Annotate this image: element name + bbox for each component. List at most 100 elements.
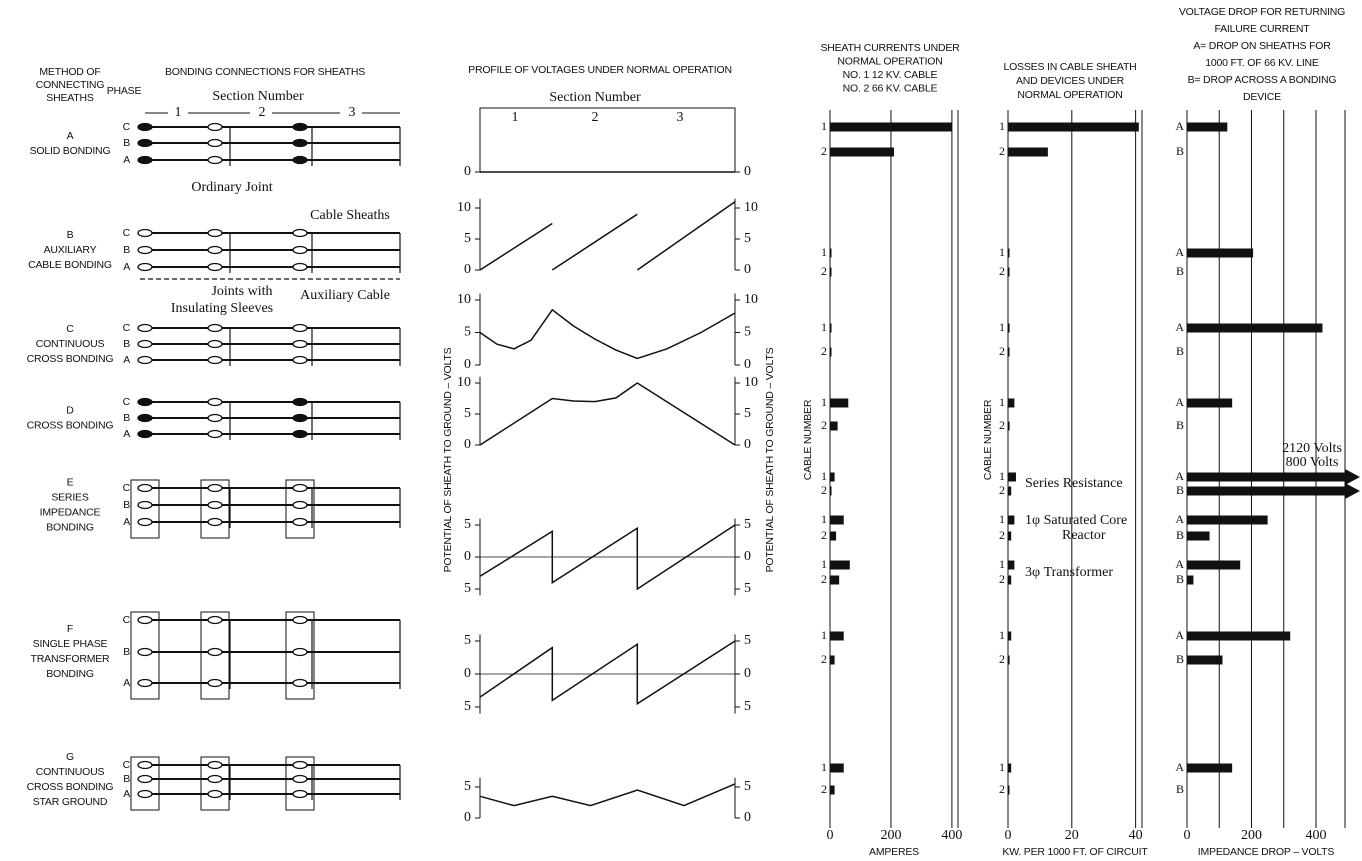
bar (830, 122, 952, 132)
y-tick-label: 10 (744, 375, 758, 390)
bar (1008, 785, 1010, 795)
bar (1008, 398, 1015, 408)
joint (292, 678, 308, 688)
bond-box (130, 479, 160, 539)
y-tick-label: 0 (464, 164, 471, 179)
bar (1008, 248, 1010, 258)
phase-label: C (123, 759, 131, 771)
joint (207, 397, 223, 407)
joint (137, 138, 153, 148)
y-tick-label: B (1176, 264, 1184, 278)
bond-box (285, 756, 315, 811)
joint (207, 245, 223, 255)
y-tick-label: 2 (821, 264, 827, 278)
profile-section: 2 (592, 110, 599, 125)
profile-line (479, 201, 736, 271)
y-tick-label: 0 (464, 666, 471, 681)
y-tick-label: 0 (744, 262, 751, 277)
joint (137, 517, 153, 527)
profile-section: 1 (512, 110, 519, 125)
bar (830, 531, 837, 541)
y-tick-label: 2 (821, 572, 827, 586)
joint (137, 245, 153, 255)
y-tick-label: 2 (821, 344, 827, 358)
section-number: 2 (259, 105, 266, 120)
profile-line (479, 382, 736, 446)
y-tick-label: A (1175, 760, 1184, 774)
bar (1187, 515, 1268, 525)
chart-title: NORMAL OPERATION (1017, 89, 1122, 101)
y-tick-label: 5 (744, 231, 751, 246)
y-tick-label: 1 (999, 469, 1005, 483)
joint (292, 429, 308, 439)
phase-label: A (123, 354, 130, 366)
joint (137, 615, 153, 625)
chart-title: A= DROP ON SHEATHS FOR (1193, 40, 1331, 52)
y-tick-label: 0 (744, 549, 751, 564)
y-tick-label: 2 (821, 144, 827, 158)
y-tick-label: 0 (464, 357, 471, 372)
joint (292, 122, 308, 132)
y-tick-label: 5 (744, 517, 751, 532)
bar (1187, 323, 1323, 333)
method-label: BONDING (46, 521, 94, 533)
value-label: 800 Volts (1286, 455, 1339, 470)
chart-title: B= DROP ACROSS A BONDING (1188, 74, 1337, 86)
method-letter: B (67, 229, 74, 241)
y-tick-label: 2 (821, 483, 827, 497)
y-tick-label: A (1175, 320, 1184, 334)
joint (292, 323, 308, 333)
joint (137, 413, 153, 423)
bar (1187, 248, 1254, 258)
value-label: 2120 Volts (1282, 441, 1342, 456)
phase-label: A (123, 154, 130, 166)
y-tick-label: 5 (744, 779, 751, 794)
y-tick-label: 1 (821, 512, 827, 526)
method-header: CONNECTING (36, 79, 105, 91)
phase-label: C (123, 482, 131, 494)
joint (137, 397, 153, 407)
y-tick-label: 1 (821, 119, 827, 133)
bar (1008, 531, 1012, 541)
joint (207, 517, 223, 527)
joint (292, 500, 308, 510)
section-number: 1 (175, 105, 182, 120)
y-tick-label: 0 (744, 164, 751, 179)
y-tick-label: 5 (464, 325, 471, 340)
profile-line (479, 524, 736, 591)
method-header: SHEATHS (46, 92, 94, 104)
joint (207, 615, 223, 625)
bar (1187, 472, 1345, 482)
bar (1008, 486, 1012, 496)
y-tick-label: 10 (744, 200, 758, 215)
y-tick-label: 1 (821, 628, 827, 642)
bar (1008, 560, 1015, 570)
y-tick-label: 0 (744, 357, 751, 372)
y-tick-label: 5 (464, 581, 471, 596)
bar (1008, 763, 1012, 773)
bar (1187, 122, 1228, 132)
device-note: 1φ Saturated Core (1025, 513, 1127, 528)
y-tick-label: B (1176, 344, 1184, 358)
joint (292, 155, 308, 165)
diagram-note: Insulating Sleeves (171, 301, 273, 316)
joint (207, 413, 223, 423)
joint (292, 647, 308, 657)
y-tick-label: 2 (821, 418, 827, 432)
joint (292, 789, 308, 799)
phase-label: C (123, 121, 131, 133)
method-label: AUXILIARY (44, 244, 97, 256)
bar (1008, 122, 1139, 132)
joint (137, 355, 153, 365)
joint (292, 245, 308, 255)
joint (207, 355, 223, 365)
y-tick-label: 1 (999, 395, 1005, 409)
y-tick-label: 5 (464, 517, 471, 532)
joint (292, 262, 308, 272)
y-tick-label: B (1176, 144, 1184, 158)
y-tick-label: 2 (999, 144, 1005, 158)
device-note: Series Resistance (1025, 476, 1123, 491)
joint (292, 413, 308, 423)
bar (1187, 531, 1210, 541)
y-tick-label: B (1176, 418, 1184, 432)
